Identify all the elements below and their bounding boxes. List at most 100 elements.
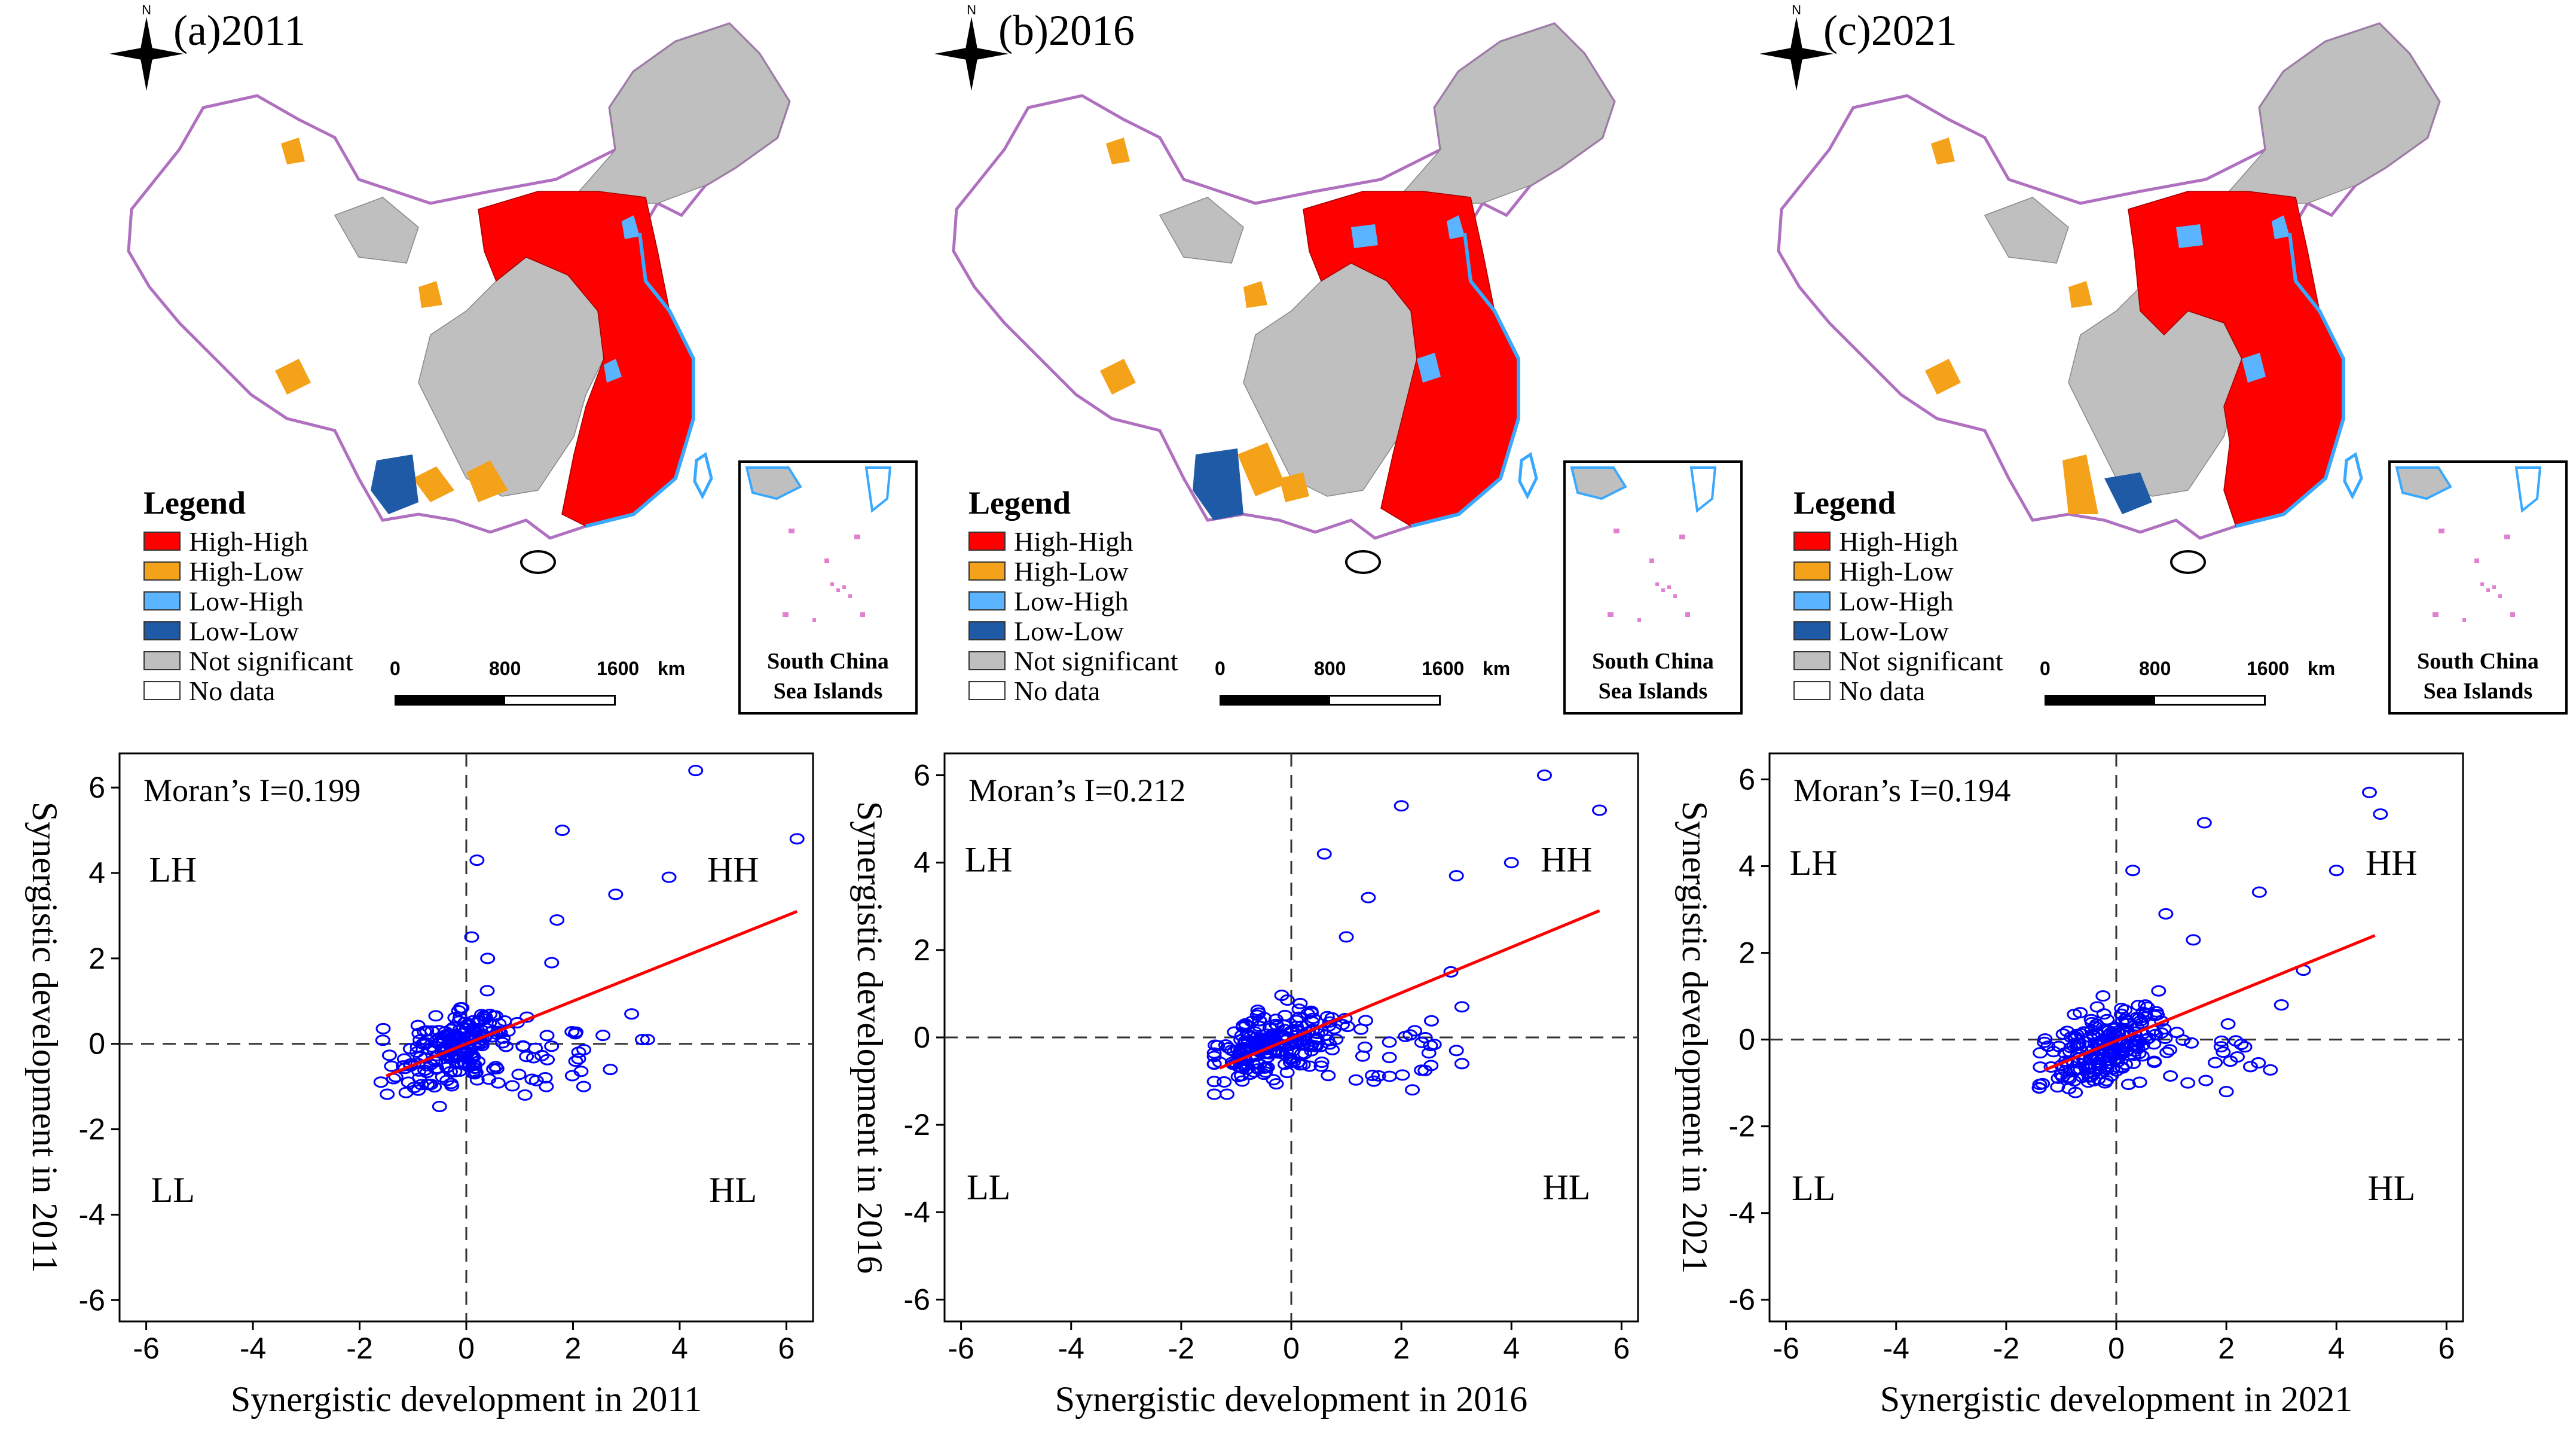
scatter-point bbox=[1250, 1063, 1266, 1075]
scatter-point bbox=[2114, 1002, 2129, 1014]
scatter-point bbox=[411, 1027, 427, 1039]
scatter-point bbox=[2117, 1058, 2133, 1070]
scatter-point bbox=[2073, 1028, 2089, 1040]
region-high-low bbox=[1925, 138, 2098, 514]
scatter-point bbox=[2228, 1035, 2244, 1047]
scatter-point bbox=[375, 1022, 391, 1034]
legend-swatch bbox=[1793, 591, 1831, 610]
scatter-point bbox=[482, 1016, 497, 1028]
region-low-low bbox=[1193, 448, 1243, 520]
legend-swatch bbox=[968, 621, 1006, 640]
legend-item-low-low: Low-Low bbox=[968, 616, 1178, 646]
scatter-point bbox=[1361, 892, 1376, 903]
inset-map bbox=[745, 466, 892, 622]
scatter-point bbox=[1258, 1062, 1273, 1074]
scatter-point bbox=[2066, 1040, 2082, 1052]
scatter-point bbox=[1366, 1075, 1382, 1087]
scatter-point bbox=[1405, 1084, 1420, 1096]
scatter-point bbox=[1289, 1037, 1304, 1049]
scatter-point bbox=[2087, 1021, 2103, 1033]
svg-text:N: N bbox=[142, 2, 151, 17]
legend-item-high-low: High-Low bbox=[143, 556, 353, 587]
scatter-point bbox=[2214, 1035, 2229, 1047]
scatter-point bbox=[488, 1061, 503, 1073]
scatter-point bbox=[1314, 1056, 1330, 1068]
x-tick-label: 6 bbox=[2438, 1332, 2455, 1365]
y-axis-title: Synergistic development in 2021 bbox=[1675, 801, 1715, 1274]
legend-swatch bbox=[1793, 621, 1831, 640]
y-tick-label: 2 bbox=[1738, 936, 1755, 970]
region-low-high bbox=[2176, 215, 2290, 383]
scatter-point bbox=[2033, 1061, 2048, 1073]
scatter-point bbox=[1236, 1019, 1251, 1031]
y-tick-label: 0 bbox=[88, 1027, 105, 1061]
scatter-point bbox=[2159, 1046, 2175, 1058]
scatter-point bbox=[481, 1073, 497, 1085]
scatter-point bbox=[2125, 1057, 2141, 1069]
scatter-point bbox=[1238, 1035, 1254, 1047]
scatter-point bbox=[540, 1054, 555, 1066]
scatter-point bbox=[415, 1038, 430, 1050]
scatter-point bbox=[2089, 1001, 2105, 1013]
scatter-point bbox=[2083, 1013, 2099, 1025]
legend-item-no-data: No data bbox=[1793, 676, 2003, 706]
scatter-point bbox=[2373, 808, 2388, 820]
y-tick-label: -4 bbox=[904, 1195, 930, 1229]
scatter-point bbox=[2198, 1074, 2214, 1086]
scatter-point bbox=[2125, 865, 2141, 877]
scatter-point bbox=[2051, 1040, 2067, 1052]
scatter-point bbox=[555, 825, 570, 837]
scatter-point bbox=[539, 1030, 555, 1042]
scatter-point bbox=[1279, 1067, 1295, 1079]
moran-scatter-chart: -6 -4 -2 0 2 4 6 -6 -4 -2 0 2 4 6 Synergistic developm… bbox=[1675, 752, 2464, 1419]
region-low-low bbox=[371, 454, 418, 514]
scatter-point bbox=[2114, 1046, 2130, 1058]
inset-label-line2: Sea Islands bbox=[1598, 679, 1708, 704]
scatter-point bbox=[1292, 997, 1308, 1009]
inset-map bbox=[1570, 466, 1717, 622]
scatter-point bbox=[2095, 990, 2111, 1002]
scatter-point bbox=[2184, 1037, 2199, 1049]
hainan-island bbox=[2170, 550, 2206, 574]
scatter-point bbox=[2032, 1079, 2048, 1091]
scatter-point bbox=[634, 1034, 650, 1046]
scatter-point bbox=[525, 1052, 541, 1064]
south-china-sea-inset: South China Sea Islands bbox=[738, 460, 918, 715]
scatter-point bbox=[517, 1089, 533, 1101]
quadrant-label-lh: LH bbox=[149, 850, 197, 889]
x-tick-label: 4 bbox=[1503, 1332, 1520, 1365]
scatter-point bbox=[2141, 1032, 2156, 1044]
region-low-high bbox=[1351, 215, 1465, 383]
scatter-point bbox=[2050, 1081, 2065, 1093]
scatter-point bbox=[1357, 1041, 1373, 1053]
scatter-point bbox=[573, 1066, 589, 1077]
panel-2011: N (a)2011 Legend High-High High-Low Low-… bbox=[0, 0, 918, 1447]
scatter-point bbox=[2078, 1061, 2094, 1073]
scatter-point bbox=[1206, 1047, 1222, 1059]
y-tick-label: 4 bbox=[1738, 850, 1755, 883]
quadrant-label-hl: HL bbox=[709, 1170, 757, 1210]
quadrant-label-hl: HL bbox=[1542, 1167, 1590, 1207]
quadrant-label-hh: HH bbox=[1541, 839, 1593, 879]
map-legend: Legend High-High High-Low Low-High Low-L… bbox=[968, 484, 1178, 706]
x-tick-label: -2 bbox=[1168, 1332, 1194, 1365]
scatter-point bbox=[2138, 999, 2153, 1011]
scatter-point bbox=[2146, 1038, 2162, 1050]
scale-bar: 0 800 1600 km bbox=[2040, 658, 2335, 706]
legend-swatch bbox=[143, 621, 181, 640]
legend-swatch bbox=[143, 591, 181, 610]
scatter-point bbox=[576, 1044, 592, 1056]
legend-title: Legend bbox=[968, 485, 1071, 521]
scatter-point bbox=[1592, 804, 1608, 816]
scatter-point bbox=[603, 1064, 618, 1076]
legend-title: Legend bbox=[143, 485, 246, 521]
scatter-point bbox=[688, 765, 704, 777]
panel-2016: N (b)2016 Legend High-High High-Low Low-… bbox=[825, 0, 1743, 1447]
scatter-point bbox=[1318, 1030, 1333, 1042]
x-tick-label: -4 bbox=[1058, 1332, 1084, 1365]
y-tick-label: -6 bbox=[904, 1283, 930, 1316]
scatter-point bbox=[595, 1030, 611, 1042]
scatter-point bbox=[1260, 1033, 1275, 1045]
scatter-point bbox=[1285, 1045, 1301, 1057]
scatter-point bbox=[505, 1080, 520, 1092]
